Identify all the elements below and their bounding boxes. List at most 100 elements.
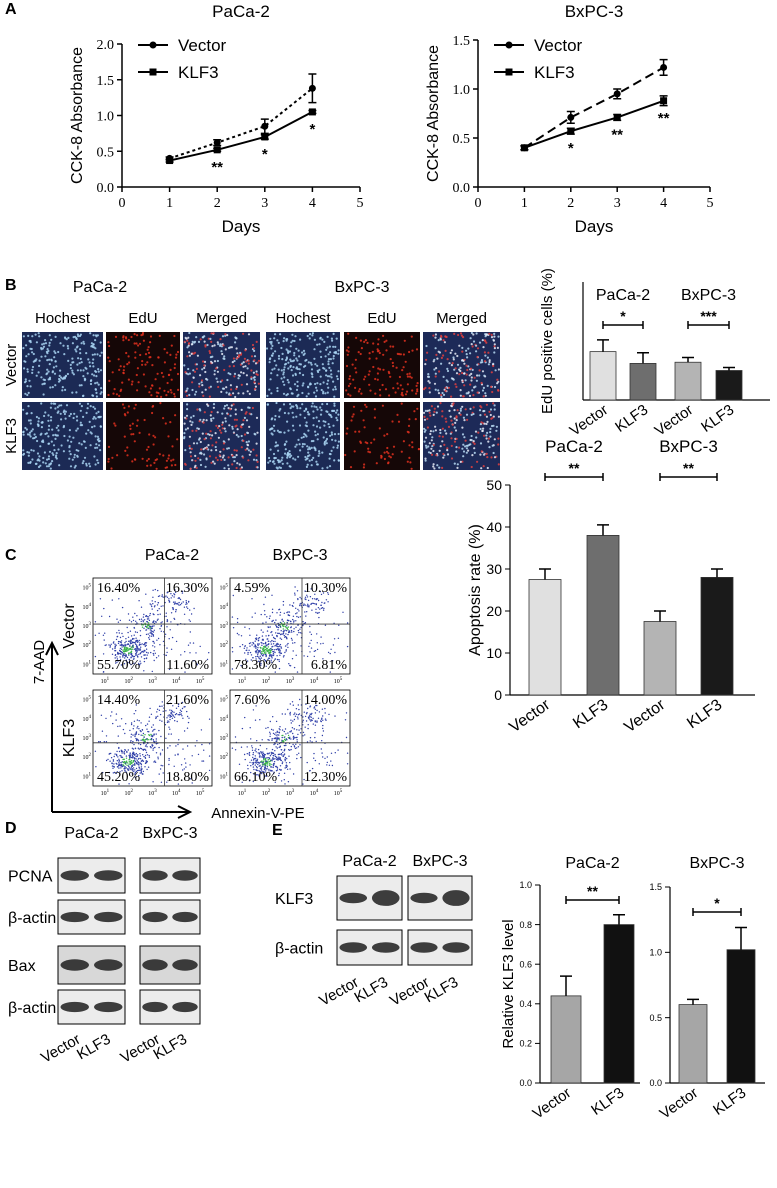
event-dot: [304, 712, 305, 713]
cell-dot: [309, 333, 311, 335]
cell-dot: [30, 449, 32, 451]
cell-dot: [463, 384, 465, 386]
event-dot: [151, 636, 152, 637]
cell-dot: [49, 378, 51, 380]
cell-dot: [324, 442, 326, 444]
cell-dot: [241, 409, 243, 411]
cell-dot: [223, 355, 225, 357]
event-dot: [264, 646, 265, 647]
cell-dot: [311, 376, 313, 378]
cell-dot: [146, 460, 148, 462]
event-dot: [276, 627, 277, 628]
event-dot: [299, 725, 300, 726]
event-dot: [141, 764, 142, 765]
cell-dot: [338, 460, 340, 462]
cell-dot: [463, 363, 465, 365]
cell-dot: [24, 393, 26, 395]
cell-dot: [490, 414, 492, 416]
quadrant-label: 16.30%: [166, 581, 210, 596]
x-tick-label: 105: [196, 677, 205, 685]
cell-dot: [316, 463, 318, 465]
cell-dot: [296, 381, 298, 383]
cell-dot: [221, 413, 223, 415]
tick-exponent: 2: [268, 677, 271, 682]
cell-dot: [297, 456, 299, 458]
cell-dot: [271, 345, 273, 347]
cell-dot: [193, 377, 195, 379]
event-dot: [270, 764, 271, 765]
cell-dot: [283, 384, 285, 386]
cell-dot: [210, 356, 212, 358]
cell-dot: [108, 345, 110, 347]
event-dot: [129, 767, 130, 768]
cell-dot: [266, 347, 268, 349]
cell-dot: [84, 378, 86, 380]
cell-dot: [273, 463, 275, 465]
cell-dot: [246, 444, 248, 446]
cell-dot: [319, 427, 321, 429]
event-dot: [288, 781, 289, 782]
cell-dot: [50, 416, 52, 418]
error-bar: [597, 525, 609, 536]
y-tick-label: 105: [220, 584, 229, 592]
event-dot: [268, 646, 269, 647]
event-dot: [138, 734, 139, 735]
cell-dot: [26, 412, 28, 414]
cell-dot: [482, 339, 484, 341]
cell-dot: [455, 429, 457, 431]
event-dot: [171, 612, 172, 613]
event-dot: [278, 734, 279, 735]
cell-dot: [276, 339, 278, 341]
event-dot: [167, 619, 168, 620]
cell-dot: [226, 379, 228, 381]
cell-dot: [429, 412, 431, 414]
quadrant-label: 66.10%: [234, 770, 278, 785]
cell-dot: [144, 364, 146, 366]
row-label: Vector: [61, 603, 78, 649]
event-dot: [125, 763, 126, 764]
cell-dot: [450, 396, 452, 398]
cell-dot: [478, 374, 480, 376]
event-dot: [289, 604, 290, 605]
cell-dot: [487, 352, 489, 354]
cell-dot: [194, 371, 196, 373]
cell-line-label: PaCa-2: [342, 853, 396, 870]
cell-dot: [85, 368, 87, 370]
event-dot: [146, 744, 147, 745]
cell-dot: [312, 402, 314, 404]
cell-dot: [70, 367, 72, 369]
event-dot: [140, 663, 141, 664]
event-dot: [278, 757, 279, 758]
event-dot: [279, 739, 280, 740]
y-tick-label: 103: [83, 622, 92, 630]
cell-dot: [222, 344, 224, 346]
event-dot: [249, 643, 250, 644]
event-dot: [142, 620, 143, 621]
event-dot: [281, 760, 282, 761]
tick-exponent: 2: [226, 641, 229, 646]
cell-dot: [275, 402, 277, 404]
event-dot: [181, 713, 182, 714]
cell-dot: [90, 383, 92, 385]
event-dot: [280, 638, 281, 639]
event-dot: [151, 727, 152, 728]
band: [339, 893, 367, 904]
event-dot: [280, 653, 281, 654]
event-dot: [268, 653, 269, 654]
cell-dot: [440, 336, 442, 338]
cell-dot: [214, 370, 216, 372]
event-dot: [298, 753, 299, 754]
event-dot: [123, 762, 124, 763]
cell-dot: [358, 431, 360, 433]
event-dot: [290, 703, 291, 704]
event-dot: [266, 644, 267, 645]
cell-dot: [171, 379, 173, 381]
event-dot: [288, 632, 289, 633]
event-dot: [95, 621, 96, 622]
cell-dot: [477, 347, 479, 349]
cell-dot: [203, 453, 205, 455]
event-dot: [168, 727, 169, 728]
stain-label: EdU: [128, 310, 157, 327]
event-dot: [146, 652, 147, 653]
event-dot: [159, 720, 160, 721]
